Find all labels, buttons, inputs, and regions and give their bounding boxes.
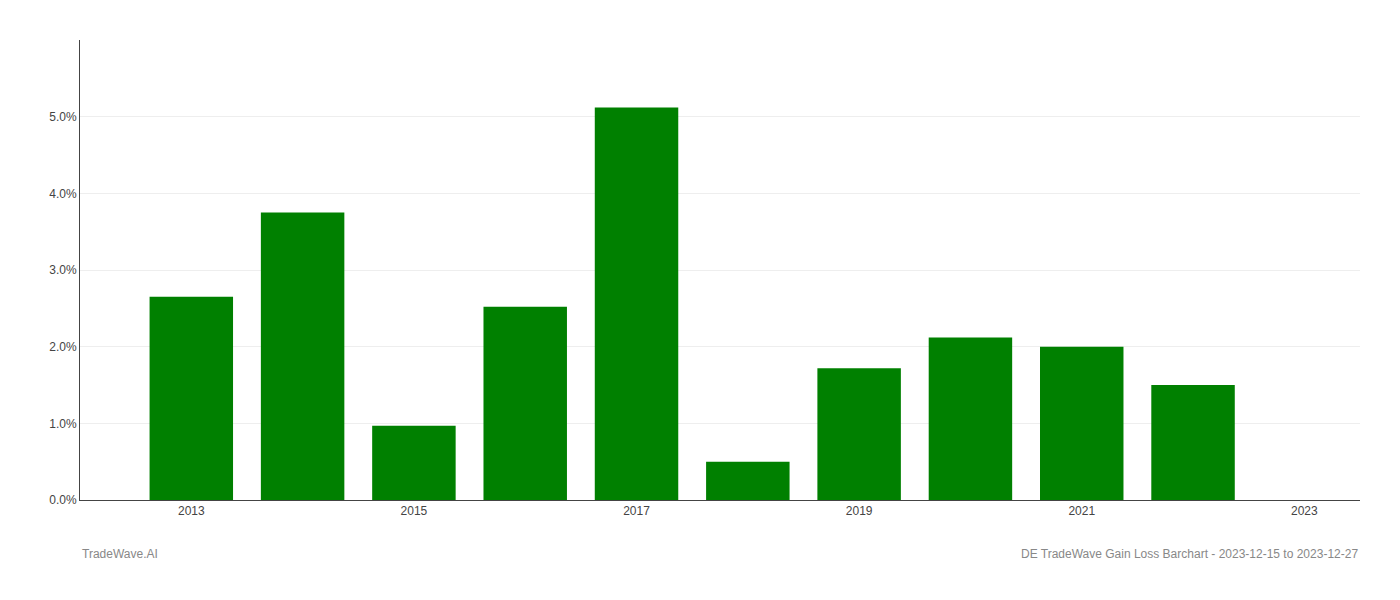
svg-text:2017: 2017 — [623, 504, 650, 518]
svg-text:2.0%: 2.0% — [49, 340, 77, 354]
svg-text:5.0%: 5.0% — [49, 110, 77, 124]
svg-text:DE TradeWave Gain Loss Barchar: DE TradeWave Gain Loss Barchart - 2023-1… — [1021, 547, 1358, 561]
svg-text:2023: 2023 — [1291, 504, 1318, 518]
svg-text:2013: 2013 — [178, 504, 205, 518]
svg-text:2019: 2019 — [846, 504, 873, 518]
svg-text:0.0%: 0.0% — [49, 493, 77, 507]
svg-text:4.0%: 4.0% — [49, 187, 77, 201]
svg-text:1.0%: 1.0% — [49, 417, 77, 431]
svg-text:2015: 2015 — [401, 504, 428, 518]
svg-text:TradeWave.AI: TradeWave.AI — [82, 547, 158, 561]
svg-text:3.0%: 3.0% — [49, 263, 77, 277]
svg-text:2021: 2021 — [1068, 504, 1095, 518]
